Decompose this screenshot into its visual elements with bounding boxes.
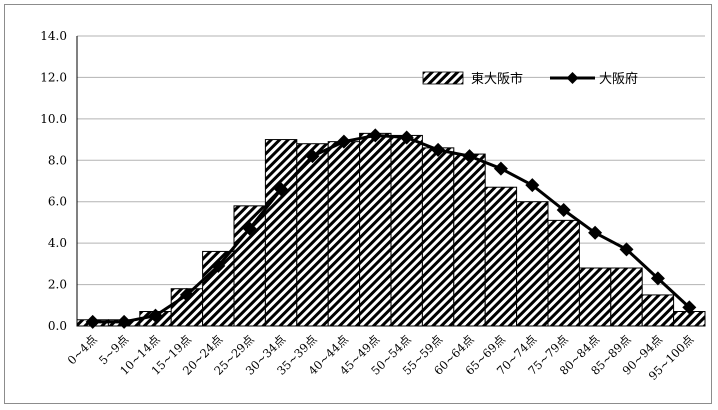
y-tick-label: 14.0: [40, 29, 67, 43]
bar: [327, 141, 361, 327]
legend-swatch-bar: [422, 71, 464, 85]
y-tick-label: 12.0: [40, 70, 67, 84]
legend: 東大阪市 大阪府: [422, 71, 638, 87]
legend-label-line: 大阪府: [599, 72, 638, 87]
chart-frame: 0.0 2.0 4.0 6.0 8.0 10.0 12.0 14.0 0~4点 5~9点 10~14…: [4, 4, 712, 404]
line-marker: [211, 258, 226, 273]
bar-layer: [76, 132, 706, 327]
bar: [516, 201, 549, 327]
line-marker: [117, 314, 132, 329]
line-marker: [399, 130, 414, 145]
x-tick-label: 0~4点: [65, 332, 100, 367]
chart-svg: 0.02.04.06.08.010.012.014.00~4点5~9点10~14…: [40, 29, 706, 383]
bar: [578, 267, 612, 327]
line-marker: [148, 308, 163, 323]
line-marker: [525, 178, 540, 193]
line-marker: [336, 134, 351, 149]
bar: [484, 186, 518, 327]
line-marker: [619, 242, 634, 257]
bar: [359, 132, 392, 327]
line-marker: [493, 161, 508, 176]
line-marker: [682, 300, 697, 315]
line-marker: [85, 314, 100, 329]
y-tick-label: 4.0: [48, 236, 67, 250]
legend-label-bar: 東大阪市: [471, 71, 523, 87]
line-marker: [305, 149, 320, 164]
line-marker: [368, 128, 383, 143]
series-line: [92, 133, 691, 324]
bar: [641, 294, 675, 327]
line-marker: [462, 149, 477, 164]
bar: [264, 139, 298, 327]
y-tick-label: 10.0: [40, 112, 67, 126]
line-marker: [431, 142, 446, 157]
y-tick-label: 6.0: [48, 195, 67, 209]
line-marker: [556, 203, 571, 217]
bar: [610, 267, 643, 327]
y-tick-label: 0.0: [48, 319, 67, 333]
y-tick-label: 8.0: [48, 153, 67, 167]
bar: [296, 143, 329, 327]
line-marker: [179, 287, 194, 302]
line-marker: [650, 271, 665, 286]
legend-swatch-marker: [566, 72, 579, 84]
bar: [453, 153, 486, 327]
bar: [390, 134, 423, 327]
y-tick-label: 2.0: [48, 278, 67, 292]
bar: [421, 147, 455, 327]
line-layer: [85, 128, 697, 329]
bar: [547, 219, 580, 327]
line-marker: [242, 221, 257, 236]
line-marker: [274, 182, 289, 197]
line-marker: [588, 225, 603, 240]
